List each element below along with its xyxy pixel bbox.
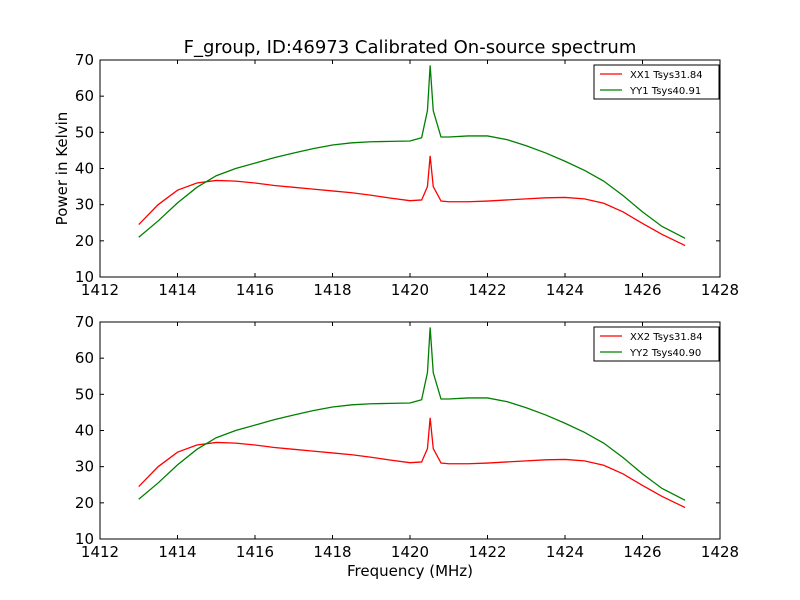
x-tick-label: 1426 bbox=[623, 281, 661, 299]
x-axis-label: Frequency (MHz) bbox=[347, 562, 473, 580]
legend-entry: XX2 Tsys31.84 bbox=[630, 332, 703, 343]
x-tick-label: 1420 bbox=[391, 281, 429, 299]
bottom-panel: 1412 1414 1416 1418 1420 1422 1424 1426 1428 10 20… bbox=[75, 313, 739, 580]
legend-box bbox=[593, 326, 720, 362]
series-line-yy bbox=[138, 65, 686, 239]
x-tick-label: 1412 bbox=[81, 543, 119, 561]
x-tick-label: 1418 bbox=[313, 543, 351, 561]
x-tick-label: 1428 bbox=[701, 543, 739, 561]
y-tick-label: 30 bbox=[75, 196, 94, 214]
y-tick-label: 20 bbox=[75, 232, 94, 250]
x-tick-label: 1428 bbox=[701, 281, 739, 299]
y-tick-label: 10 bbox=[75, 268, 94, 286]
legend-entry: YY1 Tsys40.91 bbox=[629, 86, 701, 97]
x-tick-label: 1422 bbox=[468, 543, 506, 561]
x-tick-label: 1412 bbox=[81, 281, 119, 299]
x-tick-label: 1416 bbox=[236, 543, 274, 561]
y-tick-label: 10 bbox=[75, 530, 94, 548]
y-axis-label: Power in Kelvin bbox=[53, 112, 71, 226]
y-tick-label: 20 bbox=[75, 494, 94, 512]
legend: XX1 Tsys31.84 YY1 Tsys40.91 bbox=[593, 64, 720, 100]
y-tick-label: 70 bbox=[75, 313, 94, 331]
x-tick-label: 1424 bbox=[546, 543, 584, 561]
series-line-yy bbox=[138, 327, 686, 501]
x-tick-label: 1424 bbox=[546, 281, 584, 299]
top-panel: 1412 1414 1416 1418 1420 1422 1424 1426 1428 10 20… bbox=[53, 51, 739, 299]
y-tick-label: 50 bbox=[75, 385, 94, 403]
x-tick-label: 1414 bbox=[158, 281, 196, 299]
legend: XX2 Tsys31.84 YY2 Tsys40.90 bbox=[593, 326, 720, 362]
y-tick-label: 60 bbox=[75, 87, 94, 105]
x-tick-label: 1420 bbox=[391, 543, 429, 561]
legend-box bbox=[593, 64, 720, 100]
y-tick-label: 60 bbox=[75, 349, 94, 367]
legend-entry: YY2 Tsys40.90 bbox=[629, 348, 701, 359]
series-line-xx bbox=[138, 417, 686, 509]
legend-entry: XX1 Tsys31.84 bbox=[630, 70, 703, 81]
y-tick-label: 50 bbox=[75, 123, 94, 141]
y-tick-label: 40 bbox=[75, 160, 94, 178]
x-tick-label: 1416 bbox=[236, 281, 274, 299]
y-tick-label: 70 bbox=[75, 51, 94, 69]
x-tick-label: 1422 bbox=[468, 281, 506, 299]
x-tick-label: 1418 bbox=[313, 281, 351, 299]
y-tick-label: 30 bbox=[75, 458, 94, 476]
x-tick-label: 1426 bbox=[623, 543, 661, 561]
series-line-xx bbox=[138, 155, 686, 247]
x-tick-label: 1414 bbox=[158, 543, 196, 561]
chart-title: F_group, ID:46973 Calibrated On-source s… bbox=[184, 37, 637, 58]
y-tick-label: 40 bbox=[75, 422, 94, 440]
